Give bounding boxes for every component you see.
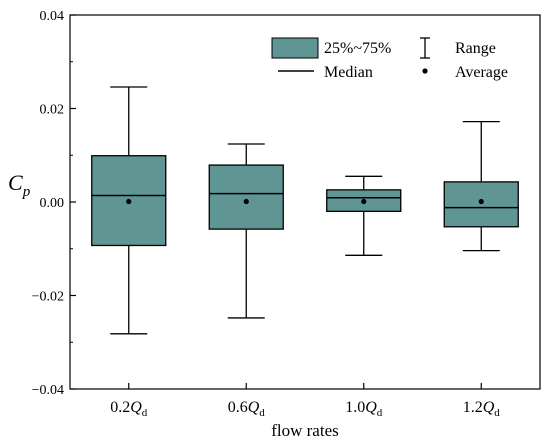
iqr-box [208, 164, 284, 230]
x-tick-label: 1.0Qd [345, 399, 383, 419]
x-axis-title: flow rates [271, 421, 339, 440]
y-axis-title-sub: p [22, 184, 31, 200]
legend-range-icon [420, 37, 430, 59]
legend-average-marker [422, 68, 428, 74]
x-tick-label: 0.6Qd [228, 399, 266, 419]
y-tick-label: −0.04 [32, 383, 64, 398]
y-tick-label: 0.02 [40, 103, 65, 118]
mean-marker [361, 198, 367, 205]
legend-range-label: Range [455, 40, 496, 57]
box-4 [443, 120, 519, 252]
legend: 25%~75% Range Median Average [271, 37, 508, 81]
y-axis: 0.04 0.02 0.00 −0.02 −0.04 [32, 9, 76, 398]
mean-marker [126, 198, 132, 205]
y-axis-title: Cp [8, 170, 31, 200]
legend-median-label: Median [324, 64, 373, 81]
mean-marker [478, 198, 484, 205]
legend-average-label: Average [455, 64, 508, 81]
y-tick-label: 0.04 [40, 9, 65, 24]
mean-marker [243, 198, 249, 205]
legend-box-label: 25%~75% [324, 40, 391, 57]
y-tick-label: −0.02 [32, 290, 64, 305]
iqr-box [443, 181, 519, 228]
y-tick-label: 0.00 [40, 196, 65, 211]
y-axis-title-main: C [8, 170, 23, 195]
x-tick-label: 1.2Qd [463, 399, 501, 419]
box-2 [208, 143, 284, 319]
legend-box-swatch [271, 37, 319, 59]
box-series [91, 86, 519, 335]
box-1 [91, 86, 167, 335]
x-axis: 0.2Qd 0.6Qd 1.0Qd 1.2Qd [110, 383, 500, 419]
box-3 [326, 175, 402, 256]
x-tick-label: 0.2Qd [110, 399, 148, 419]
